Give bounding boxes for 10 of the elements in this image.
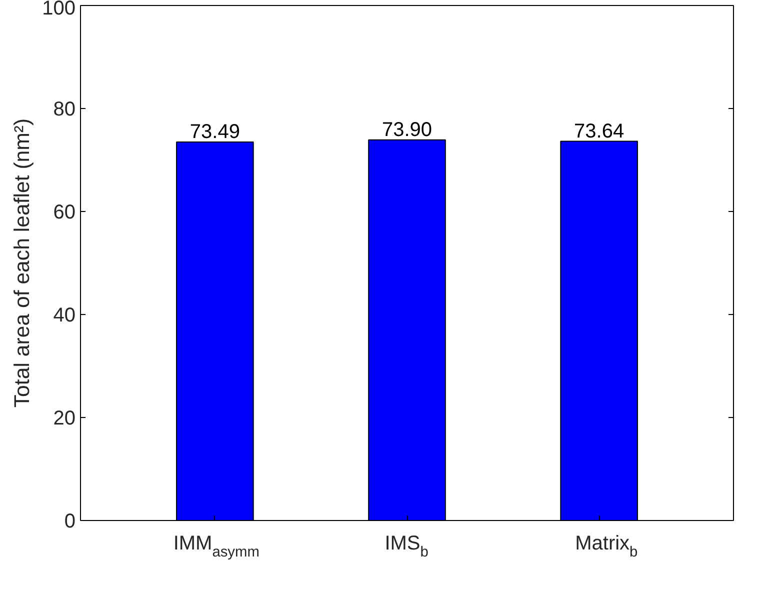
y-tick-label: 20 <box>53 408 76 430</box>
y-tick-label: 0 <box>64 510 76 532</box>
data-label: 73.64 <box>574 120 624 142</box>
y-tick-label: 100 <box>42 0 76 20</box>
y-tick-label: 40 <box>53 304 76 326</box>
y-tick-label: 80 <box>53 98 76 120</box>
data-label: 73.49 <box>190 121 240 144</box>
y-tick-label: 60 <box>53 202 76 224</box>
y-axis-title: Total area of each leaflet (nm²) <box>10 118 34 408</box>
data-label: 73.90 <box>382 118 432 141</box>
